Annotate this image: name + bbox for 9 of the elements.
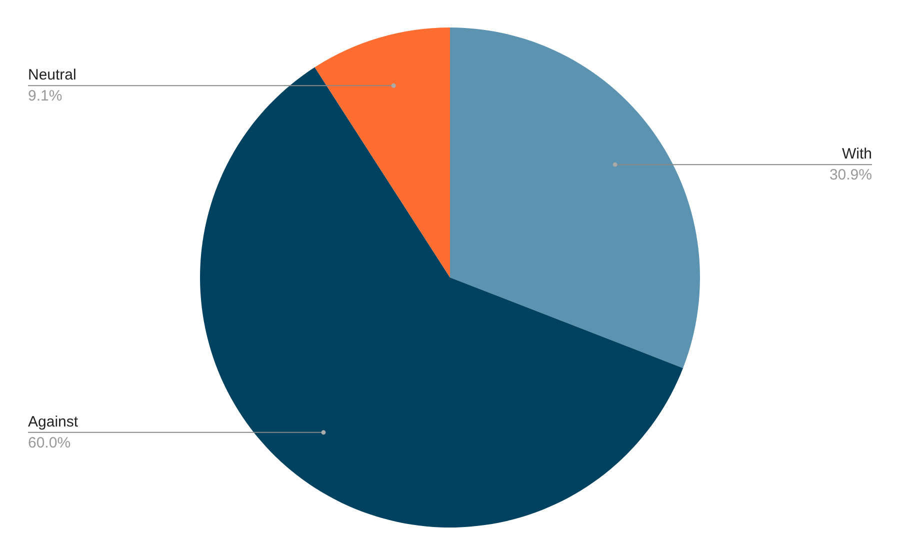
pie-slice — [450, 28, 700, 368]
data-label: 60.0% — [28, 434, 71, 452]
pie-slice — [314, 28, 450, 278]
data-label: 9.1% — [28, 88, 62, 105]
slice-label: Against — [28, 413, 79, 430]
data-label: 30.9% — [829, 166, 872, 184]
slice-label: With — [842, 146, 872, 163]
slice-label: Neutral — [28, 66, 76, 84]
pie-slice — [200, 67, 684, 528]
